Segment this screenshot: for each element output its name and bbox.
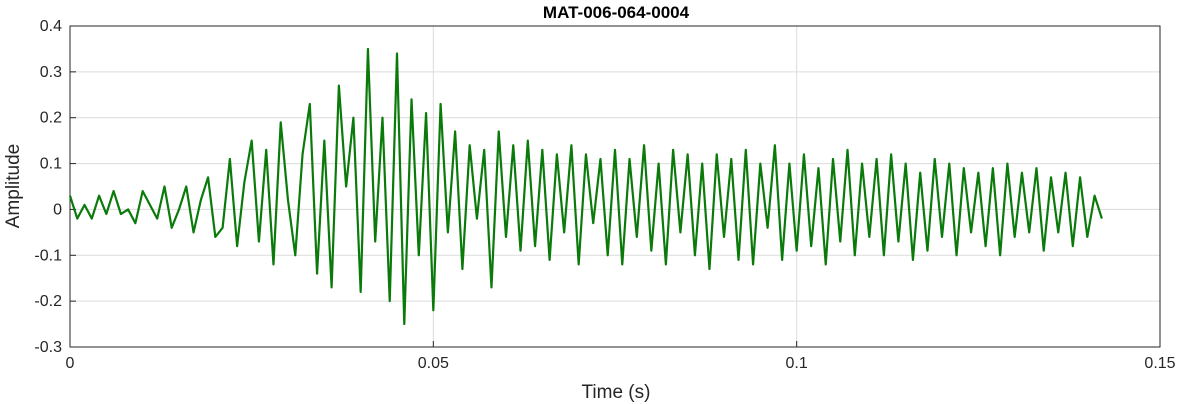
y-tick-label: 0.2 — [40, 110, 62, 127]
chart-title: MAT-006-064-0004 — [543, 3, 690, 22]
x-tick-label: 0.15 — [1144, 355, 1175, 372]
plot-area-frame — [69, 25, 1161, 348]
y-tick-label: -0.3 — [34, 339, 62, 356]
y-tick-label: 0.4 — [40, 18, 62, 35]
x-tick-label: 0 — [66, 355, 75, 372]
y-tick-label: 0 — [53, 201, 62, 218]
y-tick-label: 0.3 — [40, 64, 62, 81]
x-tick-label: 0.1 — [786, 355, 808, 372]
x-tick-label: 0.05 — [418, 355, 449, 372]
x-axis-label: Time (s) — [582, 382, 651, 403]
y-axis-label: Amplitude — [3, 144, 24, 229]
axis-ticks: 0 0.05 0.1 0.15 -0.3 -0.2 -0.1 0 0.1 0.2 0.3 0.4 — [34, 18, 1175, 372]
y-tick-label: -0.1 — [34, 247, 62, 264]
gridlines — [69, 25, 1161, 348]
y-tick-label: 0.1 — [40, 156, 62, 173]
y-tick-label: -0.2 — [34, 293, 62, 310]
amplitude-series-line — [68, 47, 1103, 326]
